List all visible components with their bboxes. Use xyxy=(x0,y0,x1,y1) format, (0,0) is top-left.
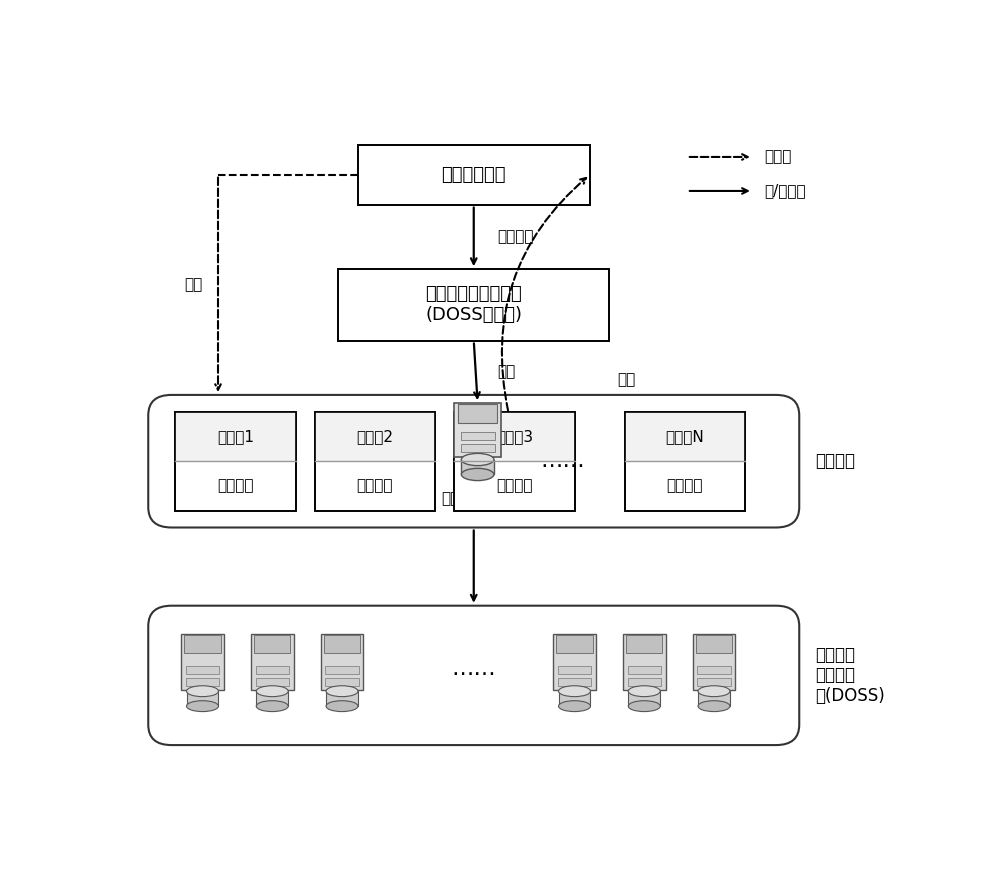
Bar xyxy=(461,444,495,452)
Bar xyxy=(186,678,219,686)
Bar xyxy=(454,411,574,510)
Ellipse shape xyxy=(698,701,730,712)
Bar xyxy=(623,634,666,690)
Bar xyxy=(186,666,219,674)
Bar xyxy=(556,635,593,653)
Bar xyxy=(628,678,661,686)
Text: 读/写操作: 读/写操作 xyxy=(764,184,806,199)
Bar xyxy=(325,678,359,686)
Bar xyxy=(175,411,296,510)
Bar xyxy=(454,411,574,461)
Text: 本地缓存: 本地缓存 xyxy=(357,479,393,494)
Ellipse shape xyxy=(326,686,358,697)
Bar xyxy=(187,691,218,706)
Text: 访问请求: 访问请求 xyxy=(497,230,534,245)
Text: 虚拟机3: 虚拟机3 xyxy=(496,429,533,444)
Bar xyxy=(175,411,296,510)
Bar xyxy=(553,634,596,690)
Bar xyxy=(315,411,435,510)
Ellipse shape xyxy=(559,701,590,712)
Ellipse shape xyxy=(461,453,494,465)
Bar xyxy=(338,269,609,341)
Bar xyxy=(697,666,731,674)
Bar xyxy=(461,432,495,440)
Text: 控制流: 控制流 xyxy=(764,149,792,164)
Text: 属主数据库服务器: 属主数据库服务器 xyxy=(441,492,514,507)
FancyBboxPatch shape xyxy=(148,606,799,745)
Bar xyxy=(184,635,221,653)
Bar xyxy=(321,634,363,690)
Text: 虚拟机池: 虚拟机池 xyxy=(815,452,855,471)
Text: 虚拟机1: 虚拟机1 xyxy=(217,429,254,444)
Ellipse shape xyxy=(461,468,494,480)
Bar xyxy=(325,666,359,674)
Ellipse shape xyxy=(628,686,660,697)
Bar xyxy=(558,678,591,686)
Bar xyxy=(315,411,435,510)
Bar xyxy=(461,459,494,474)
Bar xyxy=(454,411,574,510)
Bar xyxy=(458,404,497,424)
Bar xyxy=(256,666,289,674)
Ellipse shape xyxy=(187,686,218,697)
Ellipse shape xyxy=(256,686,288,697)
Text: 虚拟机调度器: 虚拟机调度器 xyxy=(441,166,506,184)
Text: 分布式对
象存储系
统(DOSS): 分布式对 象存储系 统(DOSS) xyxy=(815,645,885,706)
Text: 虚拟机N: 虚拟机N xyxy=(666,429,704,444)
Ellipse shape xyxy=(559,686,590,697)
Text: 本地缓存: 本地缓存 xyxy=(667,479,703,494)
Bar xyxy=(358,145,590,205)
Bar xyxy=(693,634,735,690)
Text: 启动: 启动 xyxy=(184,277,202,292)
Bar xyxy=(626,635,662,653)
Bar xyxy=(625,411,745,510)
Bar xyxy=(315,411,435,461)
Bar xyxy=(454,403,501,457)
Bar xyxy=(254,635,290,653)
Bar xyxy=(698,691,730,706)
Bar xyxy=(628,691,660,706)
Bar xyxy=(558,666,591,674)
Bar xyxy=(697,678,731,686)
Text: 虚拟机2: 虚拟机2 xyxy=(356,429,393,444)
Text: 查询: 查询 xyxy=(497,365,515,380)
Text: 返回: 返回 xyxy=(617,372,635,387)
Bar xyxy=(625,411,745,461)
Bar xyxy=(175,411,296,461)
Ellipse shape xyxy=(628,701,660,712)
Bar xyxy=(324,635,360,653)
Bar xyxy=(256,691,288,706)
Text: 本地缓存: 本地缓存 xyxy=(496,479,533,494)
Bar xyxy=(256,678,289,686)
Ellipse shape xyxy=(326,701,358,712)
Text: ……: …… xyxy=(540,451,585,471)
Bar xyxy=(628,666,661,674)
Bar xyxy=(696,635,732,653)
Bar xyxy=(625,411,745,510)
Bar xyxy=(326,691,358,706)
Text: 本地缓存: 本地缓存 xyxy=(217,479,254,494)
Text: 块设备访问进程代理
(DOSS客户端): 块设备访问进程代理 (DOSS客户端) xyxy=(425,285,522,324)
Text: ……: …… xyxy=(451,659,496,679)
Bar xyxy=(181,634,224,690)
FancyBboxPatch shape xyxy=(148,395,799,527)
Ellipse shape xyxy=(698,686,730,697)
Ellipse shape xyxy=(187,701,218,712)
Ellipse shape xyxy=(256,701,288,712)
Bar xyxy=(559,691,590,706)
Bar xyxy=(251,634,294,690)
